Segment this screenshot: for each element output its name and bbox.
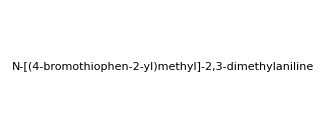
Text: N-[(4-bromothiophen-2-yl)methyl]-2,3-dimethylaniline: N-[(4-bromothiophen-2-yl)methyl]-2,3-dim… (12, 63, 314, 72)
